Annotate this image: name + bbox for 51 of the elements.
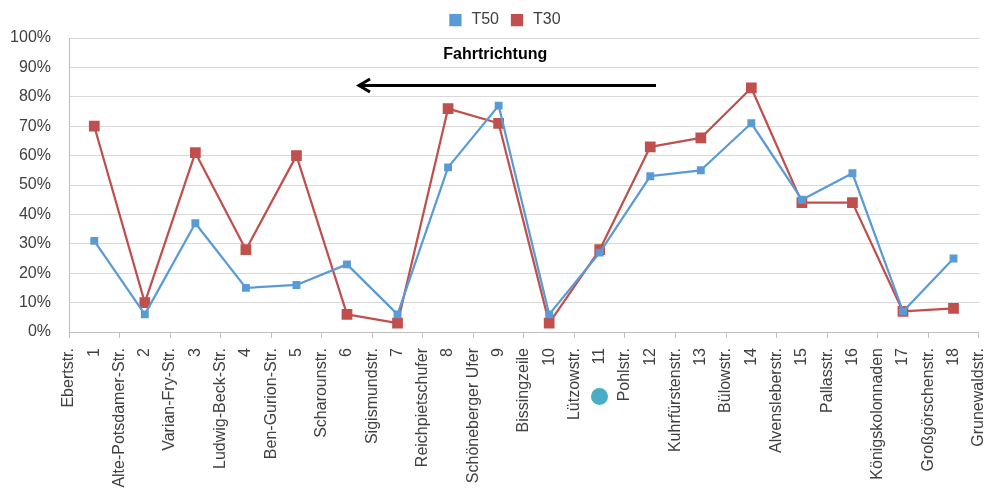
y-tick-label: 10% bbox=[18, 293, 51, 311]
y-tick-label: 100% bbox=[10, 28, 51, 46]
x-tick-label: Scharounstr. bbox=[312, 348, 330, 438]
y-tick-label: 90% bbox=[18, 57, 51, 75]
x-tick-label: 18 bbox=[943, 347, 961, 366]
x-tick-label: Sigismundstr. bbox=[362, 348, 380, 445]
x-tick-label: Schöneberger Ufer bbox=[463, 347, 481, 484]
x-tick-label: 7 bbox=[387, 347, 405, 357]
x-tick-label: 15 bbox=[792, 347, 810, 366]
y-tick-label: 80% bbox=[18, 87, 51, 105]
x-tick-label: Lützowstr. bbox=[564, 348, 582, 421]
y-tick-label: 0% bbox=[27, 322, 51, 340]
x-tick-label: 14 bbox=[741, 347, 759, 366]
x-tick-label: Bülowstr. bbox=[716, 348, 734, 413]
x-tick-label: Varian-Fry-Str. bbox=[160, 348, 178, 451]
x-tick-label: 12 bbox=[640, 347, 658, 366]
x-tick-label: 17 bbox=[893, 347, 911, 366]
x-tick-label: Ben-Gurion-Str. bbox=[261, 348, 279, 460]
x-tick-label: 6 bbox=[337, 347, 355, 357]
x-tick-label: Pallasstr. bbox=[817, 348, 835, 413]
y-tick-label: 70% bbox=[18, 116, 51, 134]
x-tick-label: Alte-Potsdamer-Str. bbox=[109, 348, 127, 488]
x-tick-label: Bissingzeile bbox=[514, 347, 532, 433]
x-tick-label: 11 bbox=[590, 347, 608, 365]
x-tick-label: 16 bbox=[842, 347, 860, 366]
annotation: Fahrtrichtung bbox=[443, 45, 548, 63]
y-tick-label: 40% bbox=[18, 204, 51, 222]
x-tick-label: Reichpietschufer bbox=[413, 347, 431, 468]
y-tick-label: 30% bbox=[18, 234, 51, 252]
x-tick-label: 10 bbox=[539, 347, 557, 366]
y-tick-label: 60% bbox=[18, 146, 51, 164]
x-tick-label: 13 bbox=[691, 347, 709, 366]
x-tick-label: Königskolonnaden bbox=[868, 348, 886, 480]
y-tick-label: 50% bbox=[18, 175, 51, 193]
x-tick-label: Ebertstr. bbox=[59, 348, 77, 408]
x-tick-label: Ludwig-Beck-Str. bbox=[211, 348, 229, 469]
x-tick-label: Pohlstr. bbox=[615, 348, 633, 402]
legend-label: T50 bbox=[471, 10, 500, 28]
x-tick-label: 3 bbox=[185, 347, 203, 357]
legend-label: T30 bbox=[533, 10, 561, 28]
x-tick-label: 8 bbox=[438, 347, 456, 357]
x-tick-label: 4 bbox=[236, 347, 254, 357]
y-tick-label: 20% bbox=[18, 263, 51, 281]
x-tick-label: 1 bbox=[84, 347, 102, 357]
x-tick-label: Grunewaldstr. bbox=[969, 348, 987, 447]
x-tick-label: 2 bbox=[135, 347, 153, 357]
x-tick-label: 9 bbox=[489, 347, 507, 357]
x-tick-label: Kuhrfürstenstr. bbox=[665, 348, 683, 453]
x-tick-label: 5 bbox=[286, 347, 304, 357]
x-tick-label: Alvensleberstr. bbox=[767, 348, 785, 453]
x-tick-label: Großgörschenstr. bbox=[918, 348, 936, 472]
